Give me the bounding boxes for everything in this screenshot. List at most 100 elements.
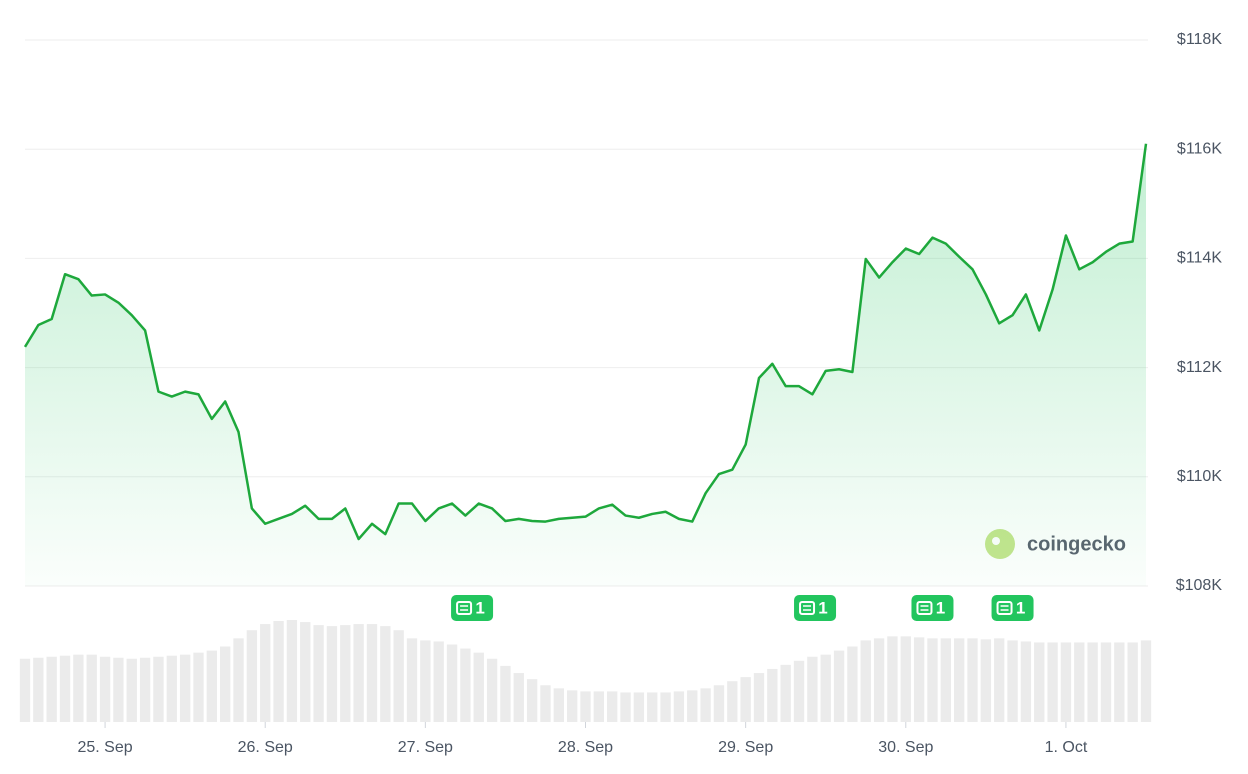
volume-bar [1127, 642, 1138, 722]
volume-bar [967, 638, 978, 722]
volume-bar [980, 639, 992, 722]
volume-bar [486, 658, 498, 722]
volume-bar [687, 690, 698, 722]
volume-bar [1020, 641, 1032, 722]
volume-bar [660, 692, 671, 722]
volume-bar [353, 624, 364, 722]
volume-bar [500, 665, 511, 722]
volume-bar [220, 646, 231, 722]
volume-bar [59, 655, 71, 722]
volume-bar [1060, 642, 1072, 722]
volume-bar [126, 658, 137, 722]
volume-bar [873, 638, 885, 722]
volume-bar [19, 658, 31, 722]
volume-bar [139, 657, 151, 722]
volume-bar [780, 664, 791, 722]
news-marker: 1 [451, 595, 494, 621]
volume-bar [833, 650, 845, 722]
news-icon [996, 601, 1013, 615]
x-tick-label: 28. Sep [558, 739, 613, 756]
volume-bar [193, 652, 204, 722]
y-tick-label: $118K [1177, 31, 1222, 48]
volume-bar [73, 654, 84, 722]
volume-bar [86, 654, 97, 722]
volume-bar [273, 621, 284, 722]
volume-bar [1114, 642, 1125, 722]
volume-bar [420, 640, 431, 722]
volume-bar [446, 644, 458, 722]
volume-bar [940, 638, 951, 722]
volume-bar [900, 636, 911, 722]
volume-bar [700, 688, 711, 722]
volume-bar [953, 638, 965, 722]
volume-bar [593, 691, 605, 722]
news-count: 1 [475, 598, 484, 617]
volume-bar [580, 691, 591, 722]
volume-bar [206, 650, 218, 722]
volume-bar [113, 657, 124, 722]
volume-bar [1087, 642, 1098, 722]
volume-bar [393, 630, 404, 722]
volume-bar [807, 656, 818, 722]
volume-bar [246, 630, 258, 722]
x-tick-label: 27. Sep [398, 739, 453, 756]
news-marker: 1 [794, 595, 837, 621]
volume-bar [820, 654, 831, 722]
x-tick-label: 26. Sep [238, 739, 293, 756]
y-tick-label: $110K [1177, 468, 1222, 485]
news-marker: 1 [991, 595, 1034, 621]
volume-bar [1140, 640, 1152, 722]
price-area [25, 143, 1146, 587]
volume-bar [433, 641, 444, 722]
volume-bar [326, 626, 338, 722]
volume-bar [233, 638, 244, 722]
volume-bar [673, 691, 685, 722]
news-count: 1 [936, 598, 945, 617]
volume-bar [553, 688, 564, 722]
volume-bar [927, 638, 938, 722]
volume-bar [740, 677, 751, 722]
volume-bar [793, 660, 805, 722]
volume-bar [1034, 642, 1045, 722]
volume-bar [179, 654, 191, 722]
volume-bar [994, 638, 1005, 722]
volume-bar [1100, 642, 1112, 722]
y-tick-label: $112K [1177, 359, 1222, 376]
volume-bar [313, 625, 324, 722]
volume-bar [513, 673, 524, 722]
price-line [23, 143, 1148, 541]
volume-bar [380, 626, 391, 722]
volume-bar [406, 638, 418, 722]
x-tick-label: 30. Sep [878, 739, 933, 756]
volume-bar [1047, 642, 1058, 722]
volume-bar [340, 625, 351, 722]
volume-bar [166, 655, 177, 722]
y-tick-label: $114K [1177, 250, 1222, 267]
y-tick-label: $116K [1177, 140, 1222, 157]
volume-bar [727, 681, 738, 722]
volume-bar [913, 637, 925, 722]
volume-bar [607, 691, 618, 722]
volume-bar [286, 620, 298, 722]
volume-bar [860, 640, 871, 722]
news-count: 1 [818, 598, 827, 617]
volume-bar [753, 673, 765, 722]
volume-bar [566, 690, 578, 722]
news-marker: 1 [911, 595, 954, 621]
volume-bar [647, 692, 658, 722]
volume-bar [46, 656, 57, 722]
volume-bar [473, 652, 484, 722]
volume-bar [33, 657, 44, 722]
volume-bar [633, 692, 645, 722]
y-tick-label: $108K [1176, 577, 1223, 594]
volume-bar [99, 656, 111, 722]
news-count: 1 [1016, 598, 1025, 617]
x-tick-label: 29. Sep [718, 739, 773, 756]
volume-bar [1074, 642, 1085, 722]
volume-bar [887, 636, 898, 722]
news-icon [456, 601, 473, 615]
volume-bar [366, 624, 378, 722]
volume-bar [713, 685, 725, 722]
volume-bar [1007, 640, 1018, 722]
